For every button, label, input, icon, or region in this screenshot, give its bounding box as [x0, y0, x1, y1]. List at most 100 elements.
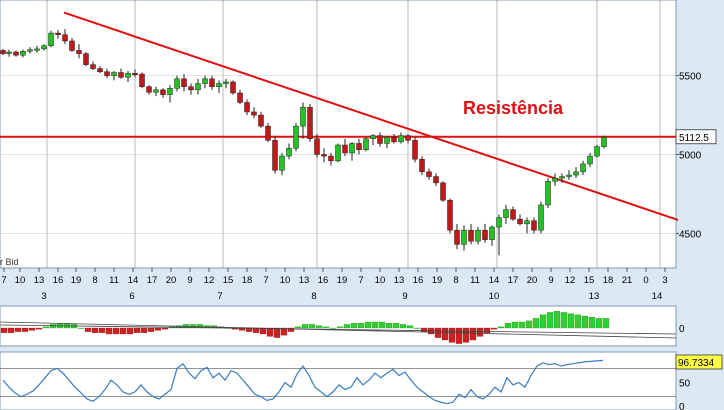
candle-down	[118, 72, 124, 78]
x-major-tick-label: 10	[489, 291, 500, 302]
candle-up	[398, 135, 404, 143]
candle-down	[55, 32, 61, 35]
macd-bar-positive	[511, 321, 519, 329]
candle-down	[356, 143, 362, 151]
macd-bar-positive	[399, 324, 407, 329]
macd-bar-negative	[7, 327, 15, 333]
candle-up	[538, 204, 544, 231]
macd-bar-negative	[140, 327, 148, 333]
candle-down	[468, 229, 474, 242]
price-y-tick-label: 4500	[679, 229, 702, 240]
candle-up	[559, 176, 565, 179]
candle-down	[433, 176, 439, 184]
x-tick-label: 16	[413, 275, 424, 286]
x-tick-label: 21	[622, 275, 633, 286]
candle-up	[202, 78, 208, 84]
macd-bar-negative	[483, 327, 491, 333]
macd-bar-positive	[518, 321, 526, 329]
candle-down	[139, 73, 145, 87]
macd-bar-positive	[357, 323, 365, 329]
candle-down	[251, 111, 257, 116]
x-tick-label: 18	[603, 275, 614, 286]
candle-up	[279, 155, 285, 171]
macd-bar-positive	[525, 320, 533, 329]
candle-down	[69, 40, 75, 51]
macd-y-axis: 0	[679, 324, 685, 335]
candle-up	[293, 125, 299, 149]
candle-up	[167, 88, 173, 95]
macd-bar-negative	[469, 327, 477, 341]
macd-bar-positive	[301, 324, 309, 329]
macd-bar-positive	[49, 324, 57, 329]
macd-bar-negative	[420, 327, 428, 332]
candle-up	[335, 144, 341, 162]
candle-down	[62, 34, 68, 42]
candle-down	[209, 78, 215, 87]
candle-up	[524, 220, 530, 225]
macd-bar-positive	[308, 324, 316, 329]
x-major-tick-label: 6	[129, 291, 134, 302]
candle-down	[237, 92, 243, 103]
macd-bar-positive	[595, 318, 603, 329]
candle-up	[384, 136, 390, 144]
macd-bar-positive	[581, 315, 589, 329]
x-tick-label: 7	[1, 275, 6, 286]
macd-bar-negative	[476, 327, 484, 337]
macd-bar-positive	[350, 323, 358, 329]
macd-bar-negative	[448, 327, 456, 343]
x-tick-label: 12	[565, 275, 576, 286]
x-tick-label: 19	[71, 275, 82, 286]
macd-bar-negative	[280, 327, 288, 336]
x-tick-label: 20	[527, 275, 538, 286]
macd-bar-negative	[273, 327, 281, 338]
macd-bar-negative	[28, 327, 36, 331]
x-tick-label: 18	[242, 275, 253, 286]
macd-bar-positive	[546, 312, 554, 329]
x-tick-label: 13	[394, 275, 405, 286]
candle-up	[461, 229, 467, 245]
x-tick-label: 10	[280, 275, 291, 286]
candle-down	[447, 199, 453, 231]
macd-bar-negative	[455, 327, 463, 344]
candle-down	[230, 81, 236, 94]
macd-bar-positive	[602, 318, 610, 329]
candle-down	[258, 114, 264, 127]
x-tick-label: 20	[166, 275, 177, 286]
time-x-axis: 7 10 13 16 19 8 11 14 17 20 9 12 15 18 7 10 13 16 19 7 10 13 1…	[1, 268, 668, 302]
stochastic-value-tag: 96.7334	[678, 358, 715, 369]
x-tick-label: 16	[53, 275, 64, 286]
x-tick-label: 12	[204, 275, 215, 286]
stochastic-panel	[0, 351, 677, 410]
macd-bar-positive	[371, 321, 379, 329]
candle-down	[405, 135, 411, 141]
macd-line	[0, 321, 677, 339]
candle-down	[321, 154, 327, 157]
candle-up	[111, 72, 117, 76]
candle-down	[482, 229, 488, 240]
macd-bar-positive	[294, 326, 302, 329]
x-tick-label: 7	[263, 275, 268, 286]
downtrend-line	[63, 11, 679, 221]
x-major-tick-label: 8	[311, 291, 316, 302]
macd-bar-negative	[35, 327, 43, 330]
candlestick-series	[0, 29, 607, 256]
x-major-tick-label: 7	[217, 291, 222, 302]
candle-up	[363, 138, 369, 151]
candle-down	[146, 86, 152, 93]
candle-down	[0, 50, 6, 54]
macd-bar-negative	[462, 327, 470, 343]
macd-y-tick-label: 0	[679, 324, 685, 335]
x-tick-label: 0	[643, 275, 648, 286]
stochastic-value-tag-box	[675, 354, 723, 370]
candle-down	[412, 140, 418, 160]
macd-bar-negative	[14, 327, 22, 332]
candle-up	[27, 49, 33, 52]
x-tick-label: 15	[223, 275, 234, 286]
macd-bar-positive	[406, 325, 414, 329]
x-tick-label: 7	[358, 275, 363, 286]
x-tick-label: 14	[489, 275, 500, 286]
candle-up	[370, 135, 376, 139]
stochastic-line	[2, 359, 604, 405]
candle-down	[531, 220, 537, 231]
